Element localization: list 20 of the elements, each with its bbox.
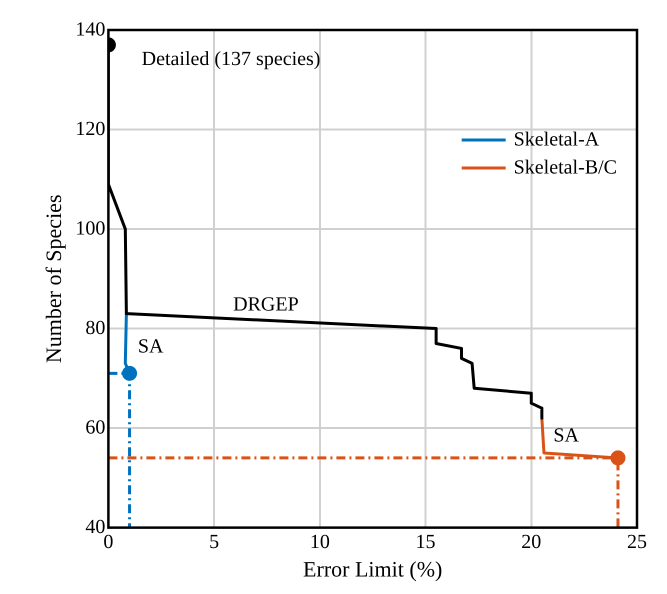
x-tick-label: 25 — [627, 530, 647, 553]
y-tick-label: 40 — [85, 516, 106, 538]
y-tick-label: 80 — [85, 316, 106, 339]
legend-label: Skeletal-B/C — [514, 156, 618, 178]
x-tick-label: 15 — [416, 530, 436, 553]
x-axis-title: Error Limit (%) — [303, 556, 442, 582]
y-tick-label: 100 — [75, 217, 106, 240]
y-tick-label: 140 — [75, 18, 106, 40]
x-tick-label: 10 — [310, 530, 330, 553]
x-tick-label: 0 — [103, 530, 114, 553]
x-tick-label: 20 — [521, 530, 542, 553]
y-axis-title: Number of Species — [40, 194, 66, 364]
annotation: SA — [553, 424, 580, 446]
x-tick-label: 5 — [209, 530, 220, 553]
annotation: DRGEP — [233, 293, 299, 316]
y-tick-label: 60 — [85, 416, 106, 438]
annotation: SA — [138, 336, 164, 358]
annotation: Detailed (137 species) — [142, 48, 320, 70]
legend-label: Skeletal-A — [514, 128, 600, 150]
y-tick-label: 120 — [75, 118, 106, 140]
